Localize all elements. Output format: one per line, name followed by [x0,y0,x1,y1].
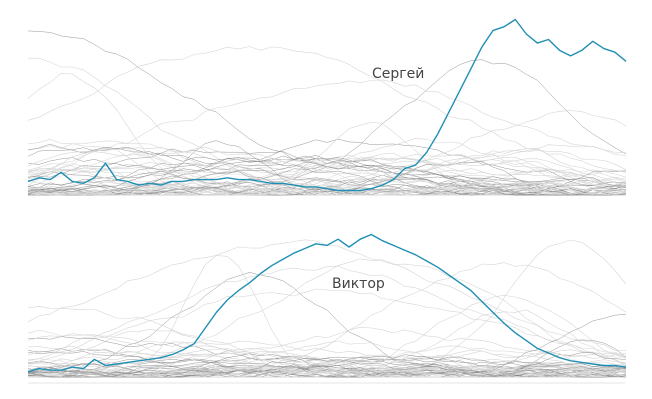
background-line [27,340,627,375]
background-line [28,57,627,196]
background-line [27,59,627,195]
background-line [27,156,627,192]
background-line [28,184,627,196]
background-line [27,73,626,196]
highlight-line-top [27,18,627,192]
background-line [27,361,627,378]
background-line [27,328,627,378]
background-line [27,354,627,377]
highlight-line-bottom [27,233,627,373]
background-line [27,345,627,377]
background-line [27,345,627,378]
top-background-lines [27,30,627,196]
background-line [27,329,627,378]
background-line [28,184,627,196]
background-line [27,178,627,196]
background-line [27,149,627,196]
background-line [27,258,627,377]
background-line [27,255,627,378]
top-panel: Сергей [27,18,627,196]
background-line [27,150,627,196]
highlight-label-top: Сергей [372,66,424,82]
highlight-label-bottom: Виктор [332,276,385,292]
background-line [27,352,627,378]
bottom-panel: Виктор [27,233,627,378]
background-line [27,180,626,196]
background-line [27,158,626,196]
background-line [27,152,627,184]
background-line [27,262,627,377]
background-line [27,353,627,378]
background-line [27,265,627,360]
background-line [27,288,627,358]
background-line [27,359,627,376]
background-line [27,46,627,173]
background-line [27,158,627,189]
background-line [27,358,627,378]
background-line [27,143,627,196]
background-line [27,162,627,194]
background-line [27,137,627,196]
background-line [27,79,627,173]
bottom-background-lines [27,239,627,378]
